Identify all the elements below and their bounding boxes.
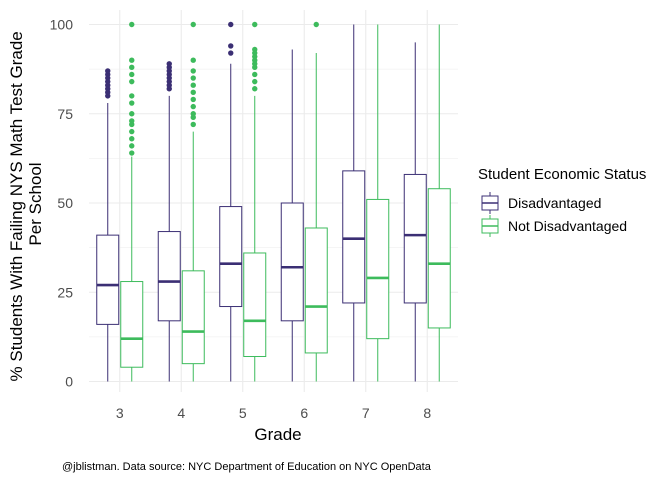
box-iqr bbox=[403, 173, 427, 304]
outlier-point bbox=[190, 111, 196, 117]
outlier-point bbox=[228, 21, 234, 28]
outlier-point bbox=[129, 143, 135, 149]
box-iqr bbox=[243, 252, 267, 358]
outlier-point bbox=[129, 21, 135, 28]
legend: Student Economic Status Disadvantaged Not… bbox=[478, 166, 646, 237]
box-not-disadvantaged-grade-5 bbox=[243, 21, 267, 382]
x-axis-title: Grade bbox=[254, 425, 301, 444]
outlier-point bbox=[252, 21, 258, 28]
legend-label: Not Disadvantaged bbox=[508, 218, 627, 234]
grid-lines bbox=[89, 10, 458, 392]
box-not-disadvantaged-grade-7 bbox=[366, 24, 390, 382]
outlier-point bbox=[105, 68, 111, 74]
x-tick-labels: 3 4 5 6 7 8 bbox=[116, 405, 432, 421]
box-iqr bbox=[96, 234, 120, 325]
outlier-point bbox=[190, 96, 196, 103]
y-tick-label: 75 bbox=[57, 106, 73, 122]
outlier-point bbox=[129, 78, 135, 85]
outlier-point bbox=[252, 78, 258, 85]
y-tick-labels: 0 25 50 75 100 bbox=[50, 17, 74, 390]
x-tick-label: 3 bbox=[116, 405, 124, 421]
y-axis-title: % Students With Failing NYS Math Test Gr… bbox=[7, 27, 45, 382]
outlier-point bbox=[190, 68, 196, 74]
outlier-point bbox=[129, 118, 135, 124]
outlier-point bbox=[228, 50, 234, 56]
outlier-point bbox=[129, 64, 135, 71]
box-iqr bbox=[181, 270, 205, 365]
outlier-point bbox=[190, 82, 196, 88]
box-iqr bbox=[157, 231, 181, 322]
outlier-point bbox=[129, 128, 135, 135]
box-disadvantaged-grade-8 bbox=[403, 42, 427, 382]
outlier-point bbox=[129, 93, 135, 99]
outlier-point bbox=[129, 100, 135, 106]
box-iqr bbox=[219, 206, 243, 308]
outlier-point bbox=[129, 111, 135, 117]
x-tick-label: 5 bbox=[239, 405, 247, 421]
outlier-point bbox=[129, 57, 135, 63]
outlier-point bbox=[190, 75, 196, 81]
box-not-disadvantaged-grade-4 bbox=[181, 21, 205, 382]
legend-item-disadvantaged: Disadvantaged bbox=[481, 192, 601, 214]
legend-label: Disadvantaged bbox=[508, 195, 601, 211]
y-tick-label: 25 bbox=[57, 284, 73, 300]
x-tick-label: 4 bbox=[177, 405, 185, 421]
box-iqr bbox=[366, 198, 390, 340]
outlier-point bbox=[313, 21, 319, 28]
outlier-point bbox=[252, 46, 258, 53]
y-tick-label: 50 bbox=[57, 195, 73, 211]
legend-item-not-disadvantaged: Not Disadvantaged bbox=[481, 215, 627, 237]
box-iqr bbox=[120, 281, 144, 368]
outlier-point bbox=[190, 121, 196, 128]
box-disadvantaged-grade-6 bbox=[280, 49, 304, 382]
box-disadvantaged-grade-4 bbox=[157, 61, 181, 382]
outlier-point bbox=[190, 21, 196, 28]
outlier-point bbox=[190, 57, 196, 63]
box-iqr bbox=[427, 188, 451, 329]
x-tick-label: 7 bbox=[362, 405, 370, 421]
outlier-point bbox=[129, 71, 135, 78]
outlier-point bbox=[190, 89, 196, 96]
y-tick-label: 100 bbox=[50, 17, 74, 33]
box-not-disadvantaged-grade-8 bbox=[427, 24, 451, 382]
y-axis-title-line-2: Per School bbox=[26, 162, 45, 245]
outlier-point bbox=[252, 71, 258, 78]
box-not-disadvantaged-grade-3 bbox=[120, 21, 144, 382]
legend-title: Student Economic Status bbox=[478, 166, 646, 183]
outlier-point bbox=[166, 61, 172, 67]
box-iqr bbox=[280, 202, 304, 322]
x-tick-label: 6 bbox=[300, 405, 308, 421]
outlier-point bbox=[129, 150, 135, 156]
box-iqr bbox=[304, 227, 328, 354]
box-disadvantaged-grade-3 bbox=[96, 68, 120, 382]
box-series bbox=[96, 21, 451, 382]
caption: @jblistman. Data source: NYC Department … bbox=[62, 461, 432, 473]
x-tick-label: 8 bbox=[423, 405, 431, 421]
y-tick-label: 0 bbox=[65, 374, 73, 390]
outlier-point bbox=[190, 103, 196, 110]
outlier-point bbox=[228, 43, 234, 49]
box-not-disadvantaged-grade-6 bbox=[304, 21, 328, 382]
outlier-point bbox=[129, 136, 135, 142]
box-iqr bbox=[342, 170, 366, 304]
y-axis-title-line-1: % Students With Failing NYS Math Test Gr… bbox=[7, 31, 26, 381]
box-disadvantaged-grade-5 bbox=[219, 21, 243, 382]
box-disadvantaged-grade-7 bbox=[342, 24, 366, 382]
outlier-point bbox=[252, 86, 258, 92]
